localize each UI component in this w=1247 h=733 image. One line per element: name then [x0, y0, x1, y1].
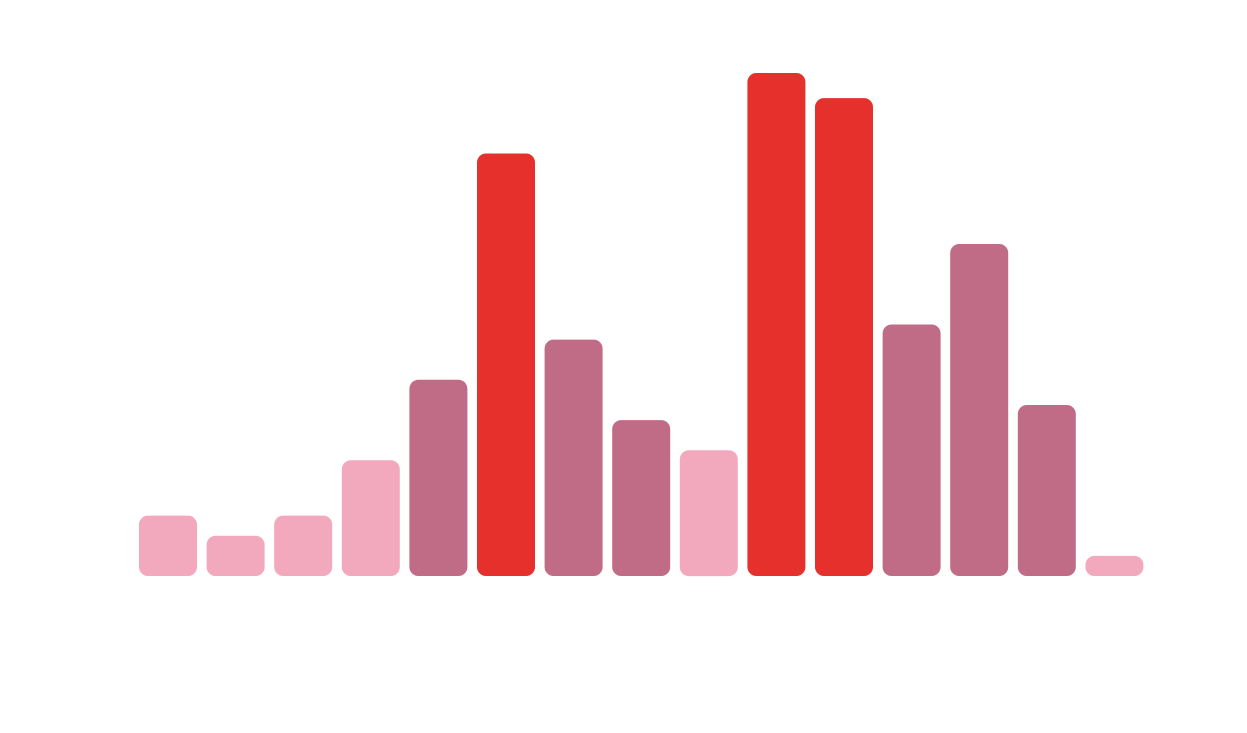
bar-15 [1085, 555, 1144, 576]
bar-10 [747, 73, 806, 576]
bar-8 [612, 420, 671, 576]
bar-2 [206, 535, 265, 576]
bar-14 [1017, 405, 1076, 576]
bar-series [139, 73, 1144, 577]
bar-11 [815, 98, 873, 576]
bar-4 [341, 460, 400, 576]
bar-13 [950, 244, 1009, 576]
bar-12 [882, 324, 941, 576]
bar-5 [409, 379, 468, 576]
bar-6 [477, 153, 535, 576]
bar-7 [544, 339, 603, 576]
bar-3 [274, 515, 333, 576]
bar-9 [679, 450, 738, 577]
bar-1 [139, 515, 197, 576]
